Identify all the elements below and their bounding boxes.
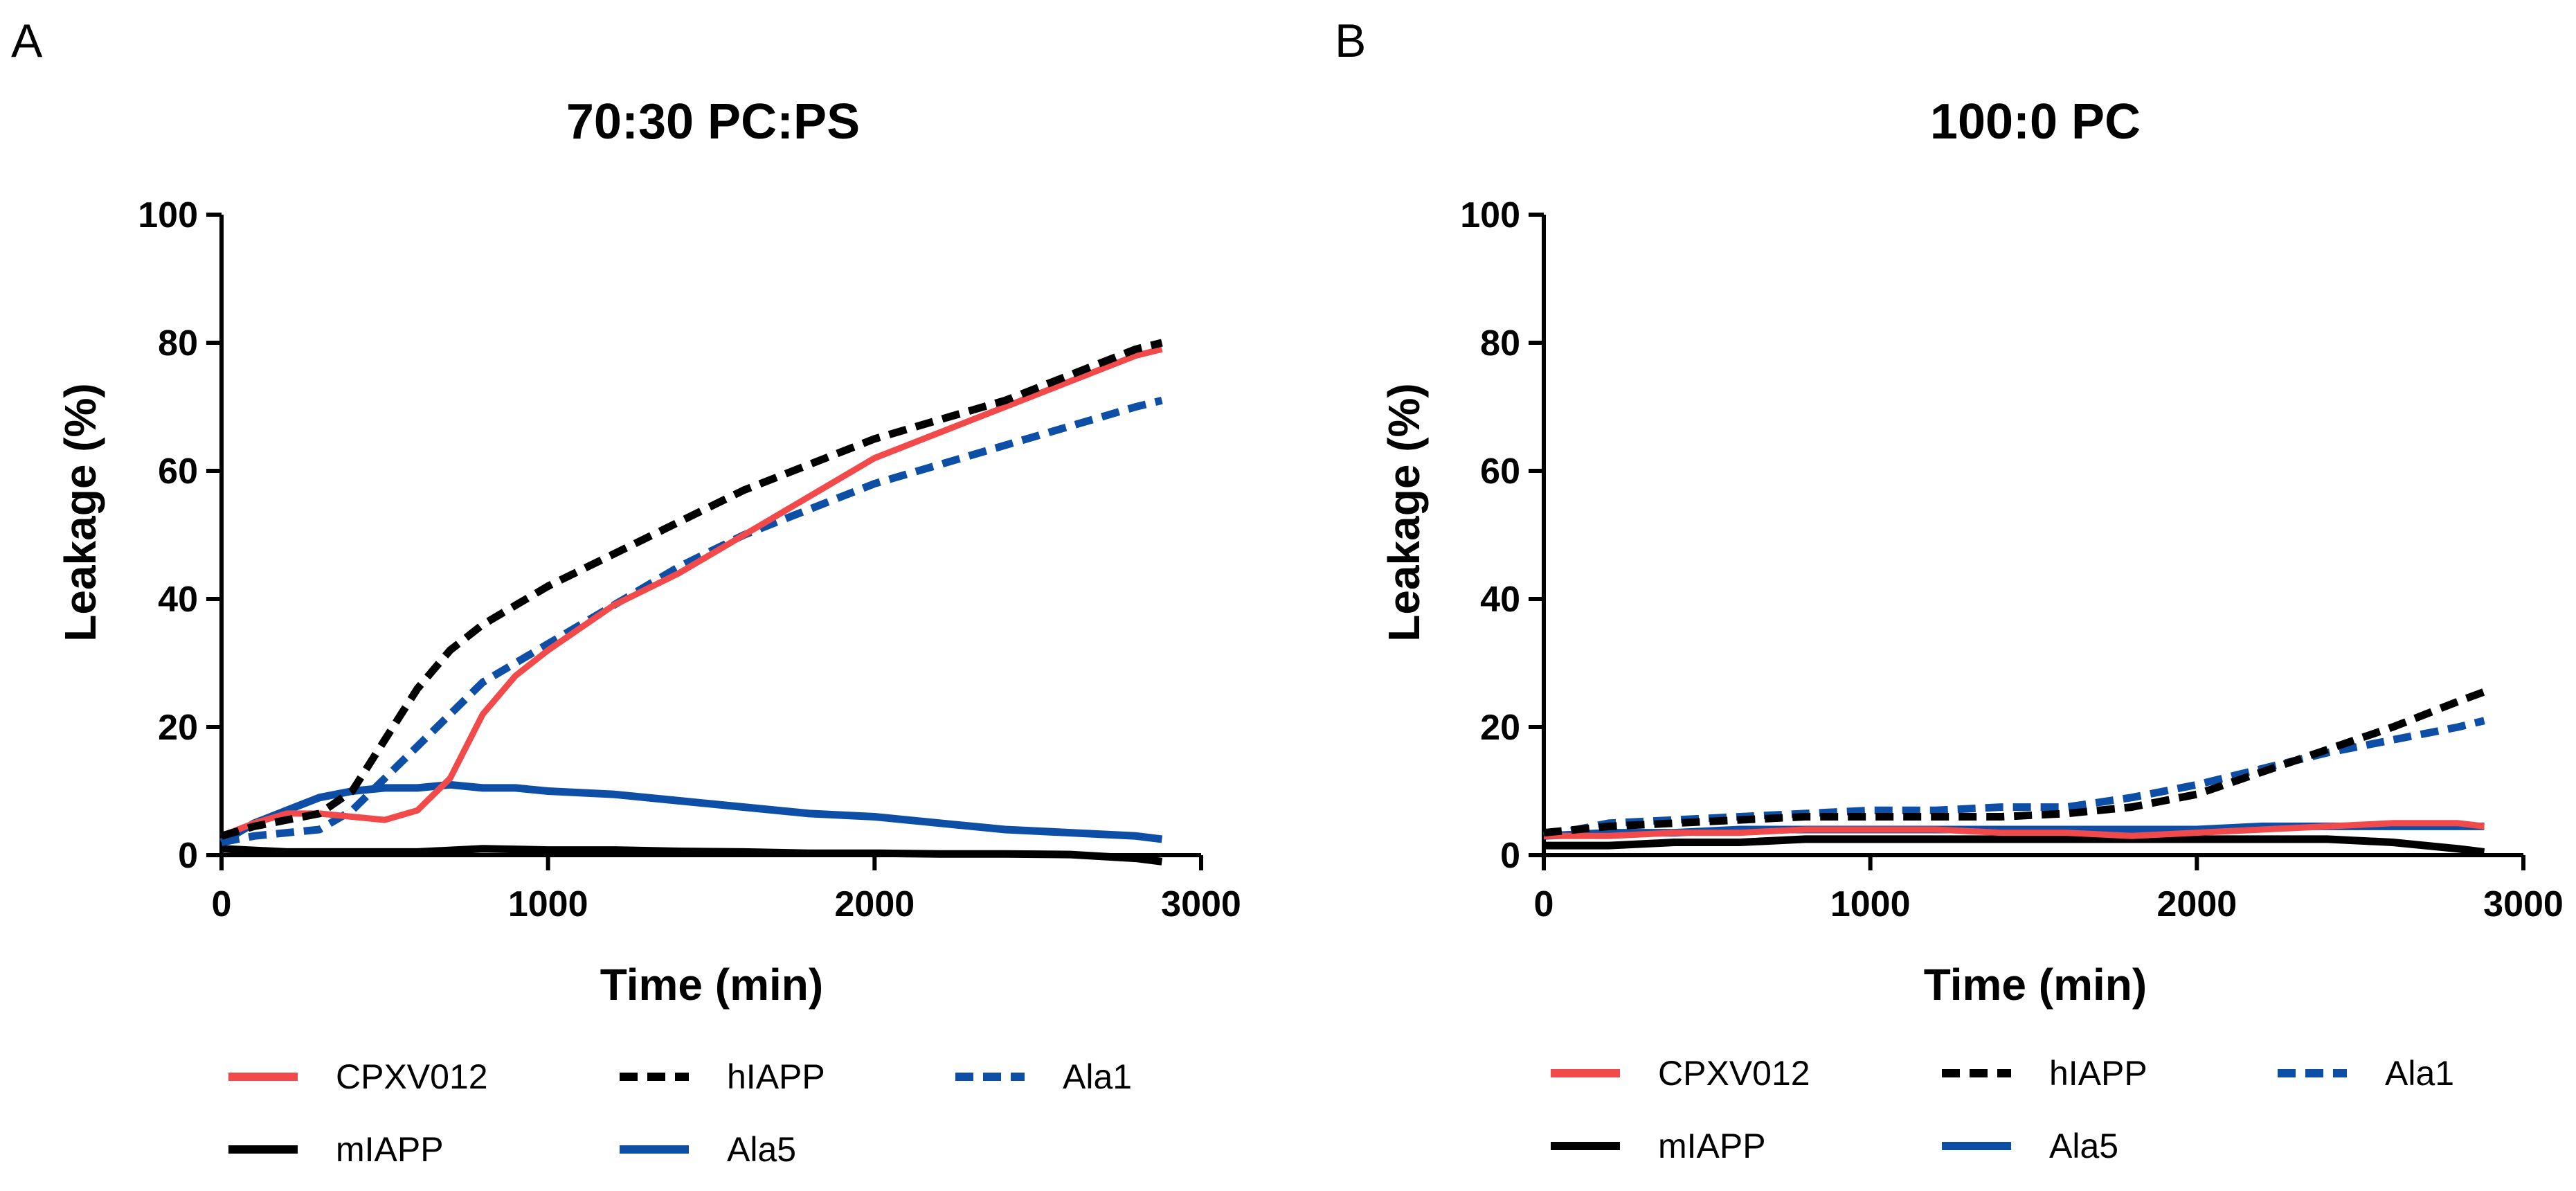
legend-label-ala1-a: Ala1 <box>1063 1057 1132 1096</box>
x-axis-label-b: Time (min) <box>1924 960 2147 1010</box>
y-axis-label-a: Leakage (%) <box>55 383 105 641</box>
legend-label-ala1-b: Ala1 <box>2385 1054 2454 1093</box>
series-a <box>219 339 1163 866</box>
y-axis-label-b: Leakage (%) <box>1379 383 1429 641</box>
legend-b: CPXV012 hIAPP Ala1 mIAPP Ala5 <box>1551 1054 2454 1165</box>
chart-title-a: 70:30 PC:PS <box>566 94 860 150</box>
x-tick-label-a: 0 <box>212 884 232 924</box>
legend-label-hiapp-b: hIAPP <box>2049 1054 2147 1093</box>
legend-label-hiapp-a: hIAPP <box>727 1057 825 1096</box>
legend-label-ala5-a: Ala5 <box>727 1130 796 1169</box>
y-tick-label-a: 60 <box>158 451 198 492</box>
y-tick-label-b: 80 <box>1480 323 1520 364</box>
series-line-ala1-a <box>220 396 1163 846</box>
x-tick-label-b: 1000 <box>1830 884 1911 924</box>
series-line-ala5-a <box>219 780 1163 846</box>
legend-label-miapp-b: mIAPP <box>1658 1127 1766 1165</box>
panel-b: B 100:0 PC Leakage (%) Time (min) 0 20 40 6… <box>1335 15 2564 1165</box>
legend-label-miapp-a: mIAPP <box>336 1130 444 1169</box>
y-tick-label-b: 100 <box>1460 195 1520 235</box>
y-tick-label-a: 100 <box>138 195 198 235</box>
x-tick-label-a: 3000 <box>1161 884 1241 924</box>
y-tick-label-b: 20 <box>1480 708 1520 748</box>
series-b <box>1542 688 2486 856</box>
series-line-hiapp-b <box>1543 688 2486 837</box>
axes-a <box>219 215 1201 857</box>
x-tick-label-b: 0 <box>1534 884 1554 924</box>
series-line-cpxv012-b <box>1544 820 2485 839</box>
y-tick-label-a: 40 <box>158 580 198 620</box>
x-tick-label-b: 3000 <box>2483 884 2564 924</box>
series-line-hiapp-a <box>220 339 1163 840</box>
axes-b <box>1542 215 2523 857</box>
y-tick-label-b: 40 <box>1480 580 1520 620</box>
x-tick-label-a: 1000 <box>508 884 588 924</box>
x-tick-label-b: 2000 <box>2156 884 2237 924</box>
y-tick-label-a: 80 <box>158 323 198 364</box>
series-line-cpxv012-a <box>220 346 1163 839</box>
y-tick-label-a: 20 <box>158 708 198 748</box>
chart-title-b: 100:0 PC <box>1930 94 2141 150</box>
panel-letter-b: B <box>1335 15 1366 67</box>
series-line-miapp-b <box>1544 835 2485 856</box>
series-line-miapp-a <box>221 845 1163 866</box>
x-tick-label-a: 2000 <box>834 884 915 924</box>
legend-label-cpxv012-a: CPXV012 <box>336 1057 488 1096</box>
y-tick-label-b: 60 <box>1480 451 1520 492</box>
panel-a: A 70:30 PC:PS Leakage (%) Time (min) 0 20… <box>11 15 1241 1169</box>
y-tick-label-a: 0 <box>178 836 198 876</box>
series-line-ala1-b <box>1542 717 2485 840</box>
legend-a: CPXV012 hIAPP Ala1 mIAPP Ala5 <box>228 1057 1132 1169</box>
x-axis-label-a: Time (min) <box>600 960 823 1010</box>
legend-label-ala5-b: Ala5 <box>2049 1127 2118 1165</box>
y-tick-label-b: 0 <box>1500 836 1520 876</box>
legend-label-cpxv012-b: CPXV012 <box>1658 1054 1810 1093</box>
panel-letter-a: A <box>11 15 43 67</box>
